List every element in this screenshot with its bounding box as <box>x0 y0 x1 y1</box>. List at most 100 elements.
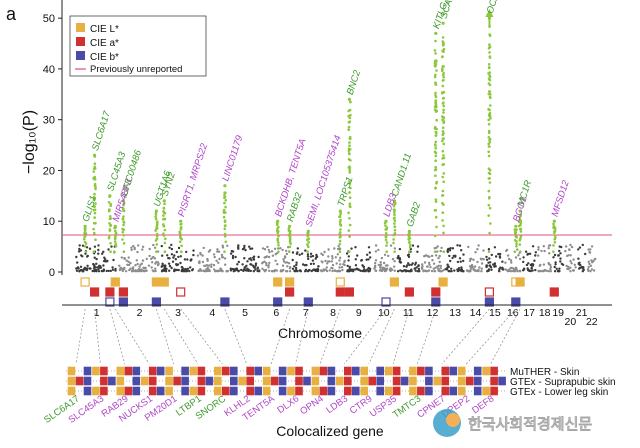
coloc-cell <box>490 376 498 386</box>
background-point <box>570 245 574 249</box>
background-point <box>234 255 237 259</box>
coloc-cell <box>83 366 92 376</box>
hit-label: TRPS1 <box>336 176 356 209</box>
background-point <box>540 249 543 253</box>
background-point <box>456 268 459 271</box>
background-point <box>322 268 325 271</box>
hit-point <box>107 201 111 204</box>
background-point <box>497 252 500 256</box>
chromosome-tick-label: 2 <box>137 307 143 319</box>
background-point <box>399 261 403 264</box>
background-point <box>537 246 540 249</box>
chromosome-tick-label: 18 <box>539 307 551 319</box>
background-point <box>515 268 518 271</box>
background-point <box>545 269 549 272</box>
background-point <box>367 246 371 249</box>
trait-marker <box>431 287 441 297</box>
coloc-cell <box>181 386 189 396</box>
background-point <box>304 249 307 252</box>
background-point <box>549 267 552 271</box>
background-point <box>218 257 221 261</box>
background-point <box>438 260 441 264</box>
background-point <box>296 247 299 250</box>
background-point <box>555 267 558 270</box>
coloc-cell <box>384 366 393 376</box>
hit-point <box>109 250 112 253</box>
background-point <box>516 270 519 273</box>
background-point <box>179 261 182 265</box>
background-point <box>393 265 396 268</box>
coloc-cell <box>67 366 76 376</box>
hit-point <box>434 146 438 150</box>
y-tick-label: 40 <box>43 64 55 76</box>
background-point <box>181 266 184 269</box>
background-point <box>160 244 163 248</box>
coloc-cell <box>278 386 287 396</box>
background-point <box>168 246 171 249</box>
hit-point <box>552 244 555 247</box>
background-point <box>553 253 557 257</box>
hit-point <box>179 235 182 238</box>
hit-label: OCA2 <box>485 0 504 15</box>
hit-point <box>393 232 397 235</box>
background-point <box>160 270 164 273</box>
background-point <box>320 270 323 273</box>
hit-point <box>433 64 437 67</box>
hit-point <box>513 250 517 253</box>
hit-peak-point <box>514 224 518 228</box>
background-point <box>104 258 107 261</box>
background-point <box>224 263 227 266</box>
chromosome-tick-label: 7 <box>303 307 309 319</box>
background-point <box>246 260 249 263</box>
hit-point <box>434 95 438 99</box>
hit-point <box>224 199 227 202</box>
background-point <box>460 249 463 252</box>
background-point <box>382 268 385 271</box>
hit-point <box>434 200 438 203</box>
hit-point <box>488 111 492 115</box>
background-point <box>457 267 461 270</box>
legend-label-l: CIE L* <box>90 24 119 35</box>
hit-point <box>347 125 351 129</box>
background-point <box>100 269 104 273</box>
chromosome-tick-label: 21 <box>576 307 588 319</box>
background-point <box>161 264 164 267</box>
hit-point <box>223 219 227 222</box>
trait-marker <box>105 287 115 297</box>
hit-point <box>122 223 125 227</box>
hit-point <box>223 201 226 205</box>
hit-peak-point <box>306 229 310 233</box>
background-point <box>384 264 388 267</box>
background-point <box>497 269 501 273</box>
background-point <box>360 258 363 262</box>
background-point <box>236 263 239 266</box>
hit-point <box>122 250 126 253</box>
background-point <box>407 262 410 265</box>
background-point <box>413 267 417 270</box>
hit-point <box>109 224 112 228</box>
background-point <box>254 264 257 267</box>
trait-marker <box>118 297 129 307</box>
coloc-cell <box>181 376 189 386</box>
background-point <box>474 251 477 254</box>
background-point <box>204 269 207 273</box>
background-point <box>567 267 570 271</box>
background-point <box>261 262 264 265</box>
coloc-cell <box>311 386 320 396</box>
background-point <box>304 270 307 273</box>
background-point <box>487 248 491 251</box>
trait-marker <box>110 277 120 287</box>
background-point <box>202 269 205 273</box>
coloc-connector <box>164 308 199 365</box>
coloc-connector <box>392 308 410 365</box>
background-point <box>172 256 175 259</box>
background-point <box>399 269 402 272</box>
background-point <box>558 267 561 270</box>
background-point <box>216 248 219 251</box>
background-point <box>379 266 382 269</box>
background-point <box>549 270 552 273</box>
background-point <box>364 270 367 273</box>
hit-point <box>514 235 518 238</box>
background-point <box>427 261 431 265</box>
